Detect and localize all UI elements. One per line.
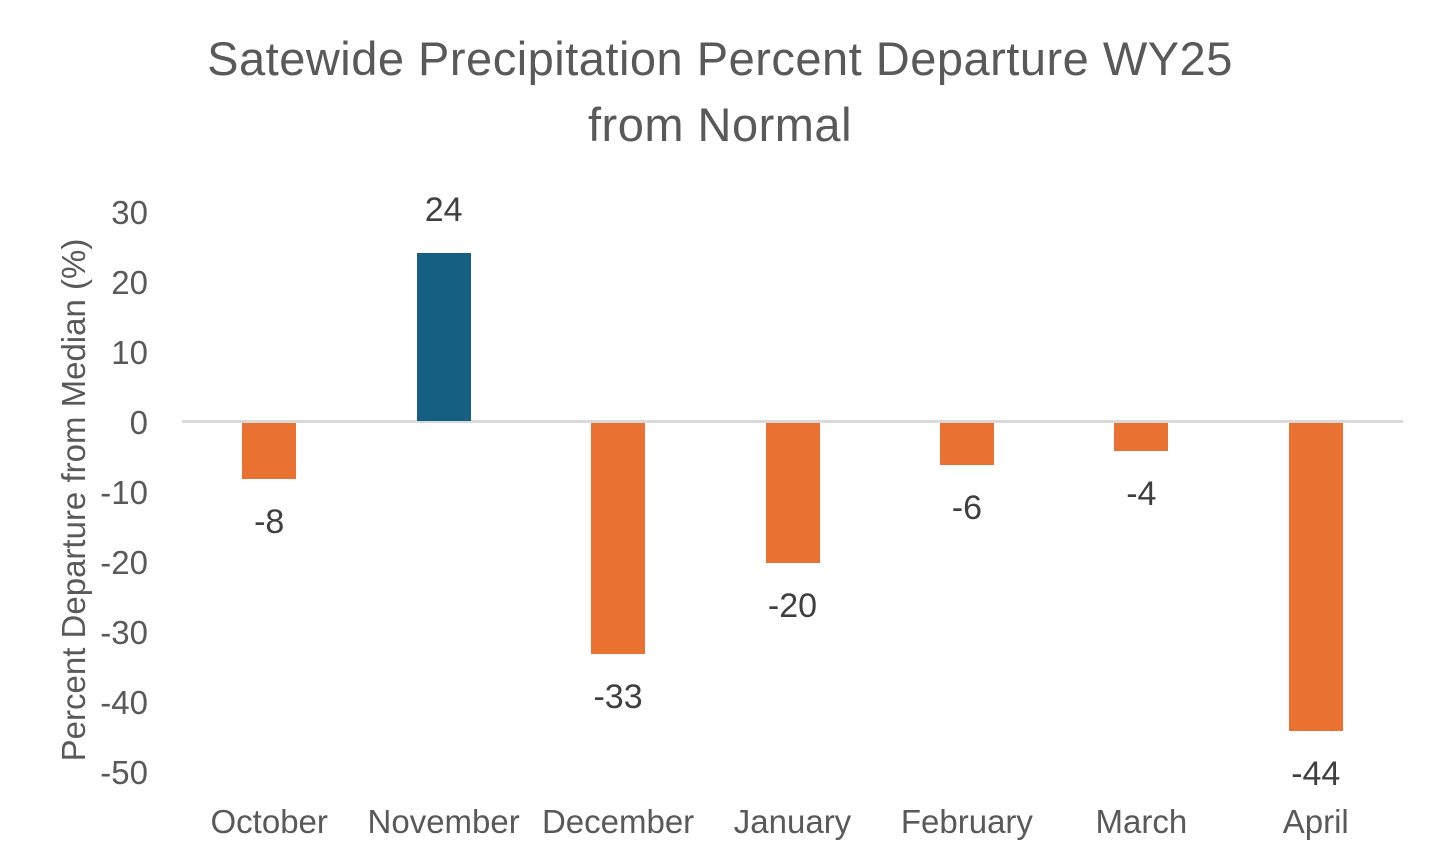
x-label-november: November xyxy=(367,803,520,840)
x-label-march: March xyxy=(1095,803,1188,840)
plot-area: -8 24 -33 -20 -6 -4 -44 xyxy=(182,191,1403,793)
y-tick-20: 20 xyxy=(111,264,148,301)
data-label-april: -44 xyxy=(1291,755,1341,793)
y-tick-30: 30 xyxy=(111,194,148,231)
bar-february xyxy=(939,423,994,465)
y-tick--20: -20 xyxy=(100,544,148,581)
bar-april xyxy=(1288,423,1343,731)
x-label-october: October xyxy=(210,803,328,840)
bar-october xyxy=(242,423,297,479)
x-label-february: February xyxy=(900,803,1033,840)
data-label-february: -6 xyxy=(951,489,983,527)
y-tick--10: -10 xyxy=(100,474,148,511)
data-label-october: -8 xyxy=(254,503,285,541)
x-label-april: April xyxy=(1282,803,1349,840)
y-tick--40: -40 xyxy=(100,684,148,721)
chart-title-line-1: Satewide Precipitation Percent Departure… xyxy=(207,32,1233,85)
zero-axis-line xyxy=(182,420,1403,423)
bar-march xyxy=(1114,423,1169,451)
chart-title: Satewide Precipitation Percent Departure… xyxy=(0,26,1440,158)
y-tick-0: 0 xyxy=(129,404,148,441)
data-label-november: 24 xyxy=(424,191,463,229)
y-tick--50: -50 xyxy=(100,754,148,791)
data-label-march: -4 xyxy=(1126,475,1157,513)
y-tick-10: 10 xyxy=(111,334,148,371)
x-label-december: December xyxy=(541,803,695,840)
y-tick--30: -30 xyxy=(100,614,148,651)
chart-title-line-2: from Normal xyxy=(587,98,853,151)
bar-november xyxy=(416,253,471,421)
bar-december xyxy=(591,423,646,654)
data-label-january: -20 xyxy=(767,587,818,625)
data-label-december: -33 xyxy=(593,678,643,716)
bar-january xyxy=(765,423,820,563)
x-label-january: January xyxy=(733,803,852,840)
